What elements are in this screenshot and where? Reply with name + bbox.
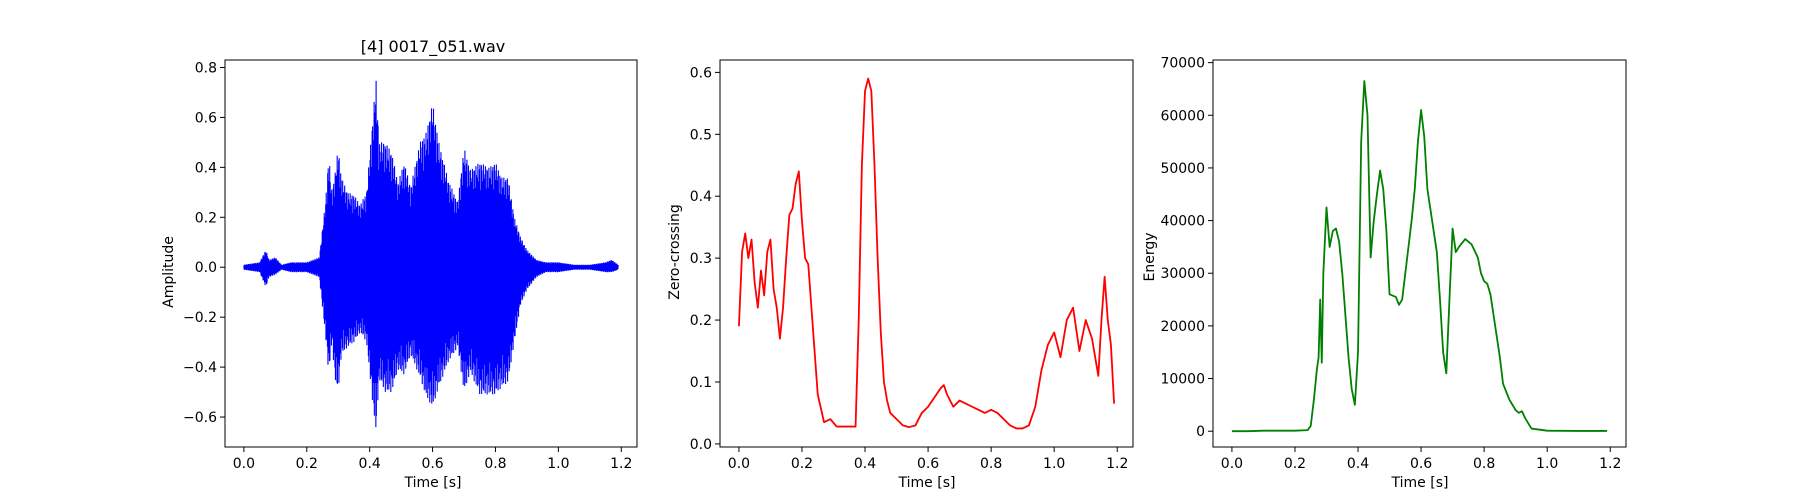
energy-x-tick-label: 0.8: [1473, 456, 1495, 472]
energy-x-tick-label: 0.0: [1221, 456, 1243, 472]
zero-crossing-x-axis-label: Time [s]: [898, 475, 956, 491]
amplitude-y-tick-label: 0.2: [195, 210, 217, 226]
zero-crossing-y-tick-label: 0.5: [690, 127, 712, 143]
energy-x-tick-label: 0.6: [1410, 456, 1432, 472]
amplitude-y-tick-label: 0.8: [195, 60, 217, 76]
zero-crossing-y-tick-label: 0.0: [690, 437, 712, 453]
zero-crossing-series-line: [738, 77, 1115, 430]
zero-crossing-y-tick-label: 0.6: [690, 65, 712, 81]
energy-x-axis-label: Time [s]: [1391, 475, 1449, 491]
amplitude-x-tick-label: 0.4: [359, 456, 381, 472]
zero-crossing-subplot: Time [s] Zero-crossing 0.0 0.2 0.4 0.6 0.8 1.…: [667, 59, 1134, 491]
amplitude-x-tick-label: 0.2: [296, 456, 318, 472]
energy-y-tick-label: 50000: [1160, 161, 1205, 177]
zero-crossing-x-tick-label: 0.2: [791, 456, 813, 472]
zero-crossing-x-tick-label: 0.6: [917, 456, 939, 472]
energy-y-tick-label: 40000: [1160, 214, 1205, 230]
amplitude-x-tick-label: 0.6: [421, 456, 443, 472]
amplitude-x-tick-label: 0.0: [233, 456, 255, 472]
energy-subplot: Time [s] Energy 0.0 0.2 0.4 0.6 0.8 1.0 1.2 0 10…: [1142, 56, 1627, 491]
amplitude-subplot: [4] 0017_051.wav Time [s] Amplitude 0.0 0…: [161, 37, 638, 491]
zero-crossing-x-tick-label: 0.4: [854, 456, 876, 472]
energy-y-axis-label: Energy: [1142, 232, 1158, 281]
amplitude-plot-title: [4] 0017_051.wav: [361, 37, 505, 57]
amplitude-waveform-line: [243, 80, 619, 428]
energy-x-tick-label: 0.2: [1284, 456, 1306, 472]
amplitude-y-tick-label: 0.6: [195, 110, 217, 126]
zero-crossing-y-axis-label: Zero-crossing: [667, 204, 683, 299]
zero-crossing-x-tick-label: 1.0: [1043, 456, 1065, 472]
energy-y-tick-label: 30000: [1160, 266, 1205, 282]
energy-y-tick-label: 20000: [1160, 319, 1205, 335]
zero-crossing-y-tick-label: 0.1: [690, 375, 712, 391]
amplitude-y-tick-label: −0.6: [183, 410, 217, 426]
amplitude-x-axis-label: Time [s]: [404, 475, 462, 491]
energy-x-tick-label: 1.0: [1536, 456, 1558, 472]
amplitude-x-tick-label: 0.8: [484, 456, 506, 472]
amplitude-y-tick-label: −0.4: [183, 360, 217, 376]
amplitude-y-tick-label: −0.2: [183, 310, 217, 326]
energy-series-line: [1231, 80, 1608, 433]
zero-crossing-y-tick-label: 0.2: [690, 313, 712, 329]
amplitude-y-tick-label: 0.4: [195, 160, 217, 176]
energy-x-tick-label: 0.4: [1347, 456, 1369, 472]
energy-y-tick-label: 70000: [1160, 56, 1205, 72]
amplitude-axes-frame: [224, 59, 638, 448]
zero-crossing-y-tick-label: 0.3: [690, 251, 712, 267]
zero-crossing-x-tick-label: 0.8: [980, 456, 1002, 472]
energy-y-tick-label: 60000: [1160, 108, 1205, 124]
zero-crossing-x-tick-label: 1.2: [1106, 456, 1128, 472]
amplitude-x-tick-label: 1.2: [610, 456, 632, 472]
energy-y-tick-label: 10000: [1160, 372, 1205, 388]
energy-x-tick-label: 1.2: [1599, 456, 1621, 472]
amplitude-y-axis-label: Amplitude: [161, 236, 177, 308]
zero-crossing-y-tick-label: 0.4: [690, 189, 712, 205]
amplitude-y-tick-label: 0.0: [195, 260, 217, 276]
zero-crossing-x-tick-label: 0.0: [728, 456, 750, 472]
amplitude-x-tick-label: 1.0: [547, 456, 569, 472]
zero-crossing-axes-frame: [719, 59, 1134, 448]
energy-y-tick-label: 0: [1196, 424, 1205, 440]
energy-axes-frame: [1212, 59, 1627, 448]
